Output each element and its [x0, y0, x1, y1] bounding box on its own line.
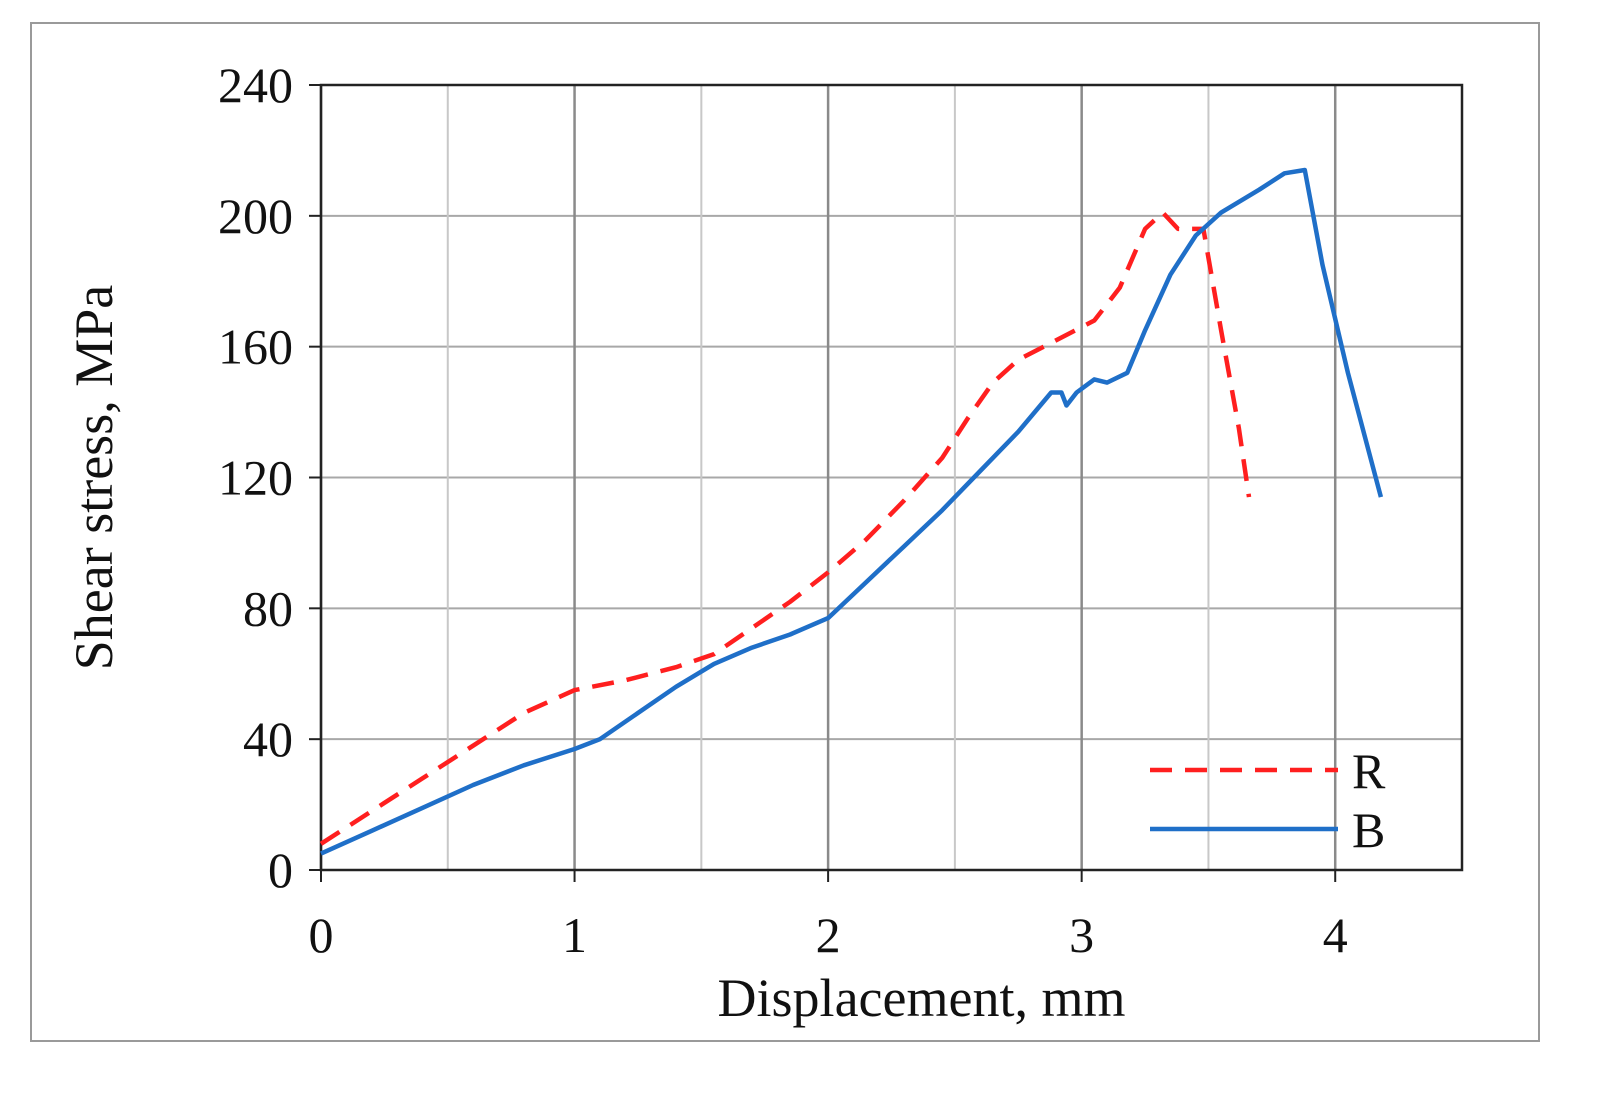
series-line-r	[319, 210, 1252, 846]
legend-label-r: R	[1352, 743, 1386, 799]
x-tick-label-2: 2	[816, 907, 841, 963]
y-tick-label-5: 200	[218, 188, 293, 244]
y-tick-label-0: 0	[268, 842, 293, 898]
legend: R B	[1150, 743, 1386, 858]
x-tick-label-3: 3	[1069, 907, 1094, 963]
x-tick-label-4: 4	[1323, 907, 1348, 963]
x-tick-label-0: 0	[309, 907, 334, 963]
y-tick-label-2: 80	[243, 580, 293, 636]
series-line-b	[320, 167, 1384, 856]
tick-label-layer: 0 40 80 120 160 200 240 0 1 2 3 4	[218, 57, 1348, 963]
y-tick-label-4: 160	[218, 319, 293, 375]
grid-layer	[319, 84, 1462, 871]
legend-entry-b: B	[1150, 802, 1385, 858]
y-tick-label-6: 240	[218, 57, 293, 113]
legend-label-b: B	[1352, 802, 1385, 858]
series-layer	[319, 167, 1384, 856]
x-axis-title: Displacement, mm	[718, 968, 1126, 1028]
legend-entry-r: R	[1150, 743, 1386, 799]
x-tick-label-1: 1	[562, 907, 587, 963]
y-tick-label-1: 40	[243, 711, 293, 767]
y-axis-title: Shear stress, MPa	[64, 285, 124, 670]
chart-frame	[30, 22, 1540, 1042]
y-tick-label-3: 120	[218, 450, 293, 506]
